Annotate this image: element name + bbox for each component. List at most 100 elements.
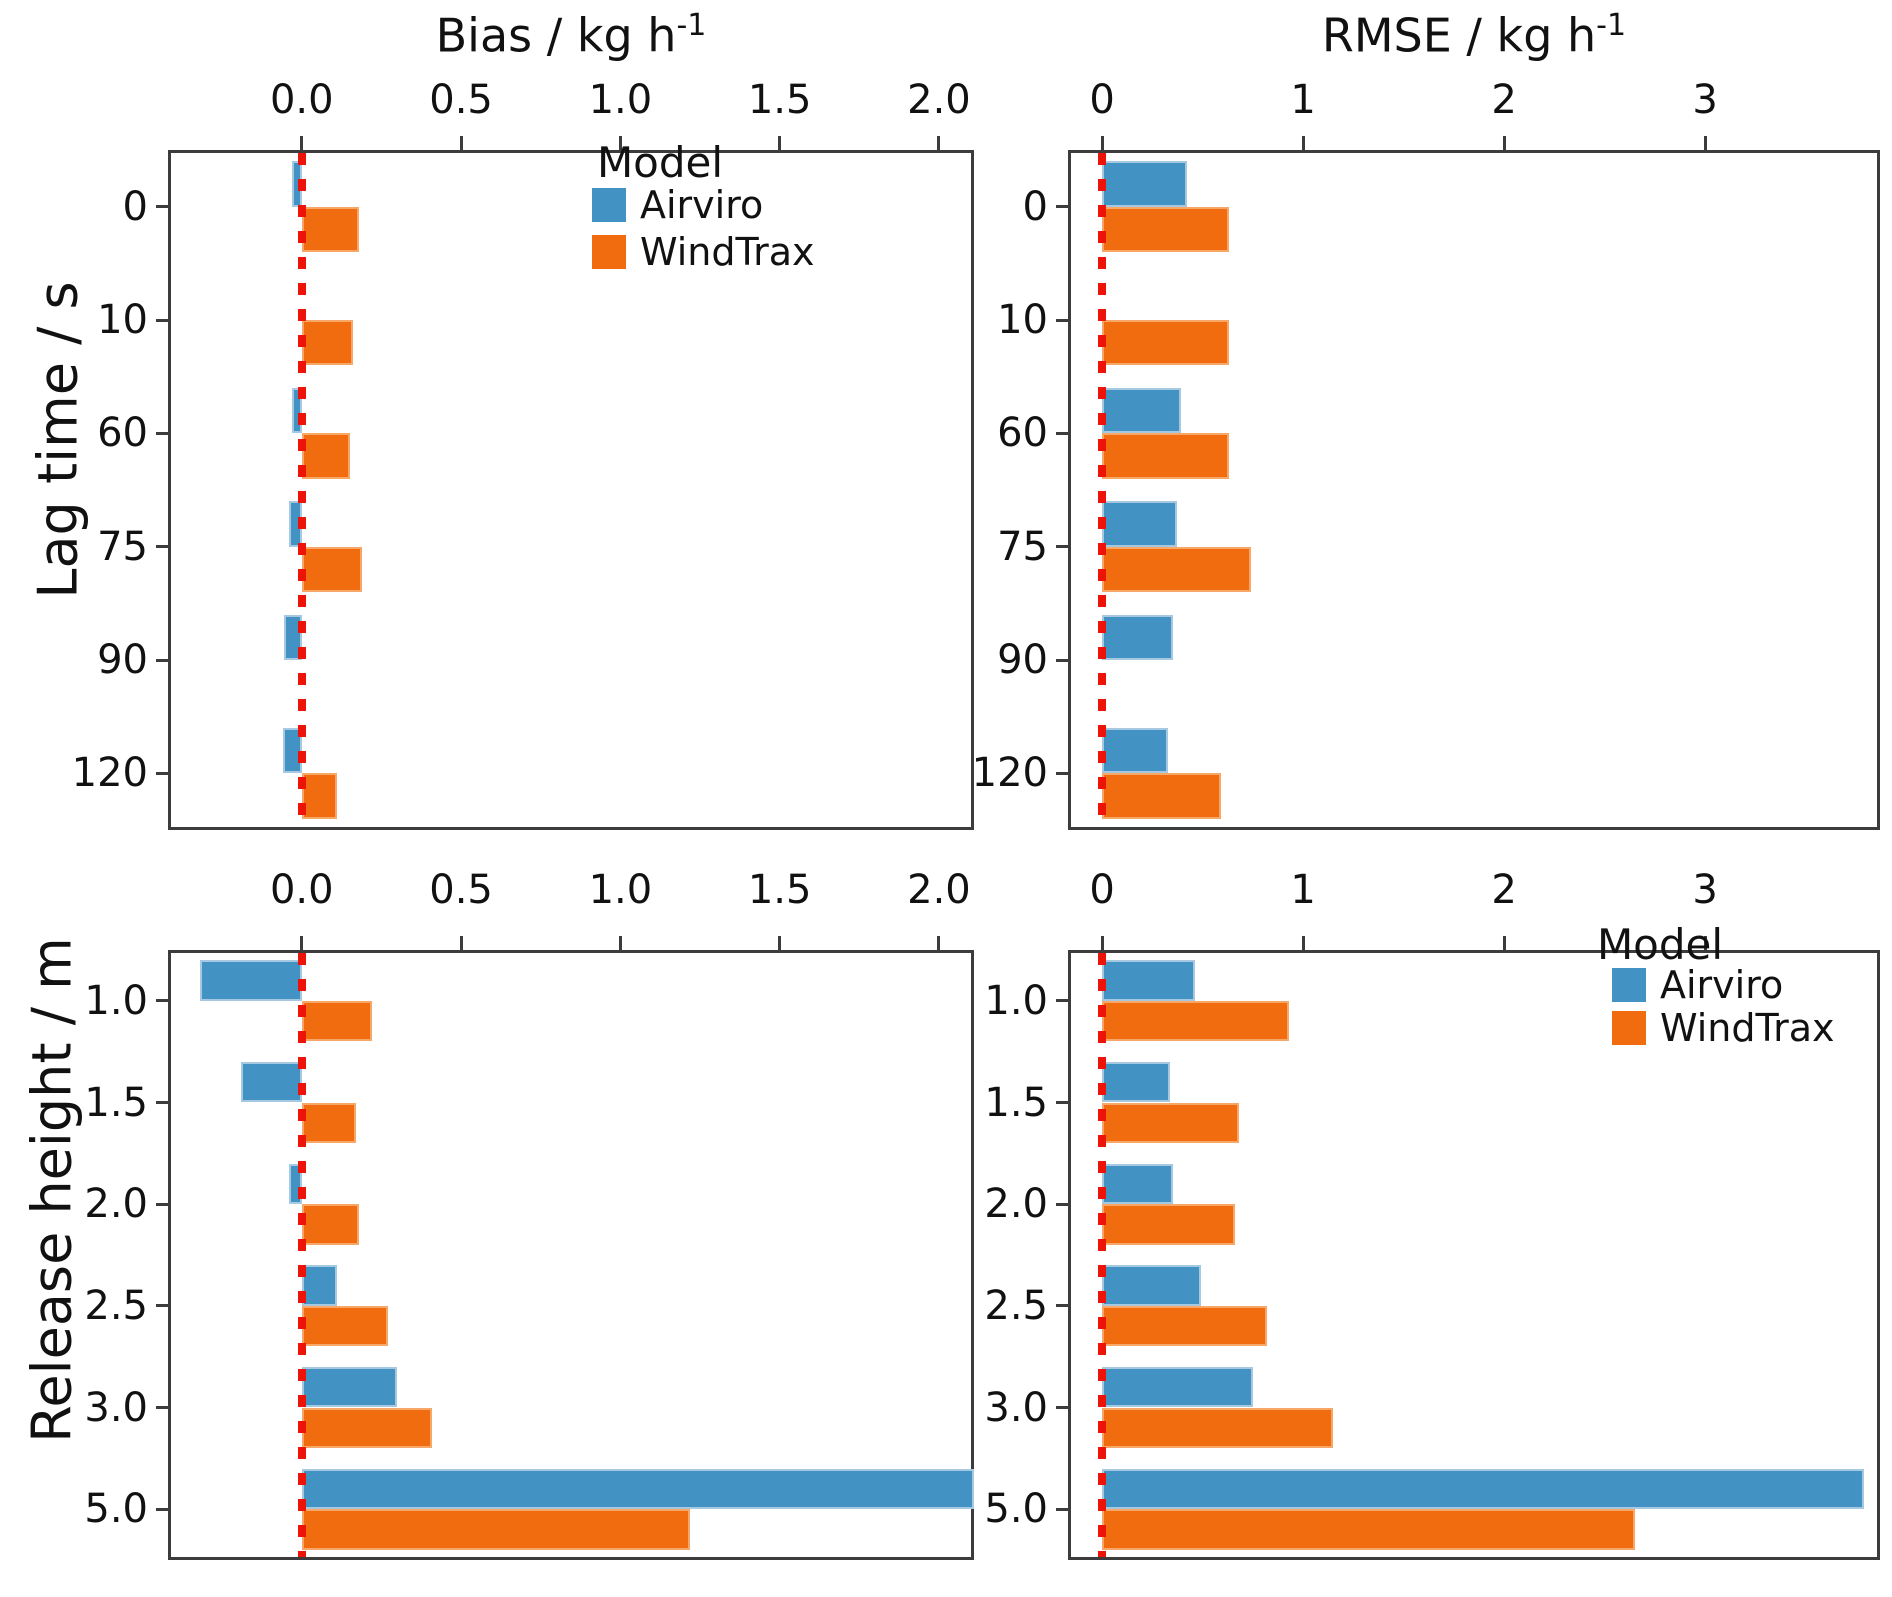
bar-airviro-5.0 bbox=[301, 1468, 974, 1510]
y-tick-mark bbox=[1056, 205, 1068, 209]
bar-windtrax-5.0 bbox=[1102, 1509, 1635, 1550]
bar-airviro-2.5 bbox=[1102, 1265, 1201, 1306]
y-tick-label: 10 bbox=[997, 297, 1048, 343]
column-title-bias: Bias / kg h-1 bbox=[435, 8, 707, 63]
legend-label-windtrax: WindTrax bbox=[640, 230, 815, 274]
x-tick-label: 3 bbox=[1692, 867, 1718, 913]
y-tick-mark bbox=[156, 205, 168, 209]
y-tick-mark bbox=[1056, 1101, 1068, 1104]
y-tick-label: 1.0 bbox=[84, 977, 148, 1024]
x-tick-mark bbox=[1703, 136, 1707, 150]
bar-airviro-75 bbox=[1102, 501, 1177, 547]
bar-windtrax-60 bbox=[1102, 433, 1229, 479]
x-tick-mark bbox=[618, 936, 622, 950]
legend-label-airviro: Airviro bbox=[640, 183, 764, 227]
y-tick-label: 0 bbox=[1022, 183, 1048, 230]
x-tick-label: 0.5 bbox=[429, 867, 493, 913]
zero-reference-line bbox=[297, 953, 306, 1557]
y-tick-label: 5.0 bbox=[984, 1486, 1048, 1533]
y-tick-mark bbox=[156, 999, 168, 1003]
legend-label-airviro: Airviro bbox=[1660, 963, 1784, 1007]
x-tick-label: 2 bbox=[1491, 77, 1517, 123]
y-tick-label: 2.0 bbox=[984, 1181, 1048, 1228]
y-tick-mark bbox=[1056, 431, 1068, 435]
y-tick-label: 0 bbox=[122, 183, 148, 230]
x-tick-mark bbox=[459, 136, 463, 150]
zero-reference-line bbox=[297, 153, 306, 827]
bar-airviro-1.0 bbox=[1102, 960, 1195, 1001]
y-tick-label: 90 bbox=[97, 637, 148, 683]
x-tick-mark bbox=[1100, 136, 1104, 150]
bar-windtrax-2.0 bbox=[1102, 1204, 1235, 1245]
y-tick-label: 90 bbox=[997, 637, 1048, 683]
x-tick-mark bbox=[1301, 936, 1305, 950]
zero-reference-line bbox=[1098, 953, 1107, 1557]
y-tick-mark bbox=[156, 545, 168, 549]
bar-windtrax-10 bbox=[1102, 320, 1229, 366]
y-axis-label-lag-time: Lag time / s bbox=[26, 281, 90, 599]
y-tick-mark bbox=[156, 658, 168, 662]
x-tick-mark bbox=[1301, 136, 1305, 150]
bar-windtrax-2.0 bbox=[301, 1204, 360, 1245]
y-tick-mark bbox=[1056, 545, 1068, 549]
y-tick-label: 3.0 bbox=[84, 1384, 148, 1431]
x-tick-mark bbox=[778, 936, 782, 950]
bar-windtrax-120 bbox=[1102, 773, 1221, 819]
y-tick-label: 60 bbox=[997, 410, 1048, 457]
bar-airviro-1.5 bbox=[1102, 1061, 1171, 1103]
legend-title: Model bbox=[1596, 920, 1724, 969]
x-tick-label: 2.0 bbox=[907, 867, 971, 913]
x-tick-mark bbox=[300, 936, 304, 950]
x-tick-label: 2 bbox=[1491, 867, 1517, 913]
y-tick-mark bbox=[156, 1406, 168, 1409]
bar-airviro-120 bbox=[1102, 728, 1169, 774]
legend-swatch-airviro bbox=[592, 188, 626, 222]
zero-reference-line bbox=[1098, 153, 1107, 827]
y-tick-mark bbox=[1056, 1507, 1068, 1511]
x-tick-label: 3 bbox=[1692, 77, 1718, 123]
x-tick-label: 0.0 bbox=[269, 77, 334, 123]
y-tick-label: 1.0 bbox=[984, 977, 1048, 1024]
y-tick-mark bbox=[1056, 1202, 1068, 1206]
bar-airviro-3.0 bbox=[1102, 1366, 1253, 1408]
bar-windtrax-3.0 bbox=[1102, 1407, 1334, 1449]
bar-windtrax-2.5 bbox=[1102, 1305, 1267, 1347]
x-tick-label: 1.5 bbox=[747, 77, 812, 123]
bar-windtrax-1.0 bbox=[1102, 1000, 1290, 1042]
x-tick-mark bbox=[937, 136, 941, 150]
y-tick-mark bbox=[156, 1507, 168, 1511]
legend-swatch-airviro bbox=[1612, 968, 1646, 1002]
x-tick-label: 1.0 bbox=[588, 867, 653, 913]
y-tick-label: 60 bbox=[97, 410, 148, 457]
y-tick-label: 120 bbox=[971, 750, 1048, 797]
y-tick-mark bbox=[1056, 771, 1068, 775]
y-tick-label: 75 bbox=[997, 523, 1048, 570]
bar-windtrax-75 bbox=[301, 546, 363, 592]
legend-swatch-windtrax bbox=[1612, 1011, 1646, 1045]
x-tick-mark bbox=[1502, 936, 1506, 950]
bar-airviro-5.0 bbox=[1102, 1468, 1864, 1510]
bar-airviro-2.0 bbox=[1102, 1163, 1173, 1205]
bar-windtrax-0 bbox=[1102, 206, 1229, 252]
x-tick-mark bbox=[300, 136, 304, 150]
panel-rmse-vs-release-height bbox=[1068, 950, 1880, 1560]
y-tick-label: 2.0 bbox=[84, 1181, 148, 1228]
y-tick-label: 10 bbox=[97, 297, 148, 343]
y-tick-label: 75 bbox=[97, 523, 148, 570]
y-tick-mark bbox=[1056, 1406, 1068, 1409]
bar-windtrax-1.5 bbox=[1102, 1102, 1239, 1144]
y-axis-label-release-height: Release height / m bbox=[20, 937, 84, 1443]
y-tick-label: 120 bbox=[71, 750, 148, 797]
bar-windtrax-1.0 bbox=[301, 1000, 372, 1042]
bar-airviro-90 bbox=[1102, 614, 1173, 660]
y-tick-label: 3.0 bbox=[984, 1384, 1048, 1431]
y-tick-mark bbox=[156, 431, 168, 435]
panel-rmse-vs-lag-time bbox=[1068, 150, 1880, 830]
y-tick-mark bbox=[156, 1202, 168, 1206]
bar-windtrax-3.0 bbox=[301, 1407, 433, 1449]
x-tick-label: 2.0 bbox=[907, 77, 971, 123]
y-tick-label: 2.5 bbox=[84, 1282, 148, 1329]
x-tick-label: 1.5 bbox=[747, 867, 812, 913]
bar-airviro-60 bbox=[1102, 388, 1181, 434]
